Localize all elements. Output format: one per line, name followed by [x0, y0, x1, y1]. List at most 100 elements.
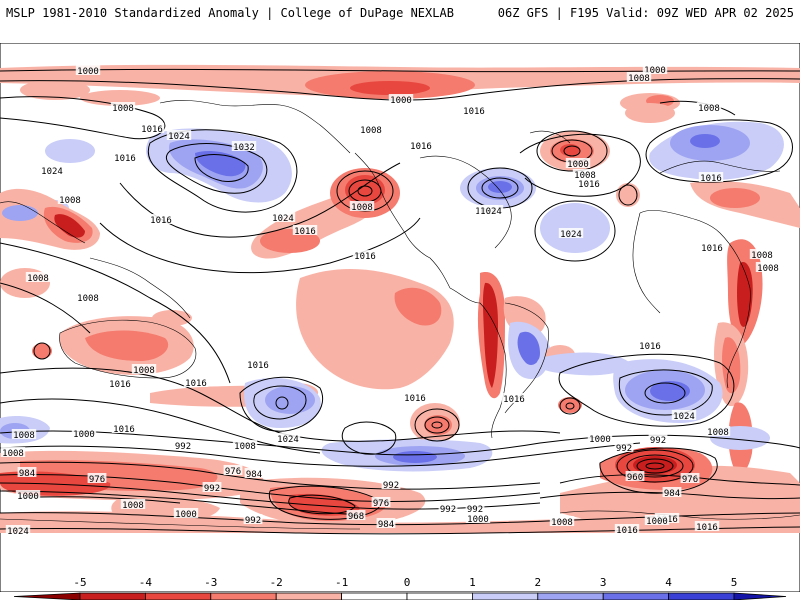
isobar-label: 1024 [41, 167, 63, 177]
isobar-label-bg [87, 473, 107, 483]
isobar-label: 976 [682, 475, 698, 485]
isobar-label: 1016 [463, 107, 485, 117]
isobar-label: 1024 [480, 207, 502, 217]
isobar-label: 1016 [354, 252, 376, 262]
isobar-label-bg [388, 94, 414, 104]
isobar-label-bg [576, 178, 602, 188]
isobar-label: 1016 [150, 216, 172, 226]
isobar-label: 1008 [59, 196, 81, 206]
isobar-label-bg [232, 440, 258, 450]
isobar-label-bg [408, 140, 434, 150]
isobar-label-bg [349, 201, 375, 211]
isobar-label-bg [478, 205, 504, 215]
isobar-label-bg [270, 212, 296, 222]
isobar-label-bg [0, 447, 26, 457]
colorbar-tick-label: -5 [73, 576, 86, 589]
isobar-label: 1016 [696, 523, 718, 533]
isobar-label: 1000 [467, 515, 489, 525]
colorbar-segment [406, 592, 473, 600]
isobar-label: 968 [348, 512, 364, 522]
isobar-label: 1008 [574, 171, 596, 181]
isobar-label-bg [173, 508, 199, 518]
isobar-label-bg [438, 503, 458, 513]
isobar-label: 1008 [13, 431, 35, 441]
isobar-label-bg [637, 340, 663, 350]
isobar-label-bg [644, 515, 670, 525]
isobar-label-bg [699, 242, 725, 252]
isobar-label: 1000 [175, 510, 197, 520]
isobar-label-bg [614, 524, 640, 534]
isobar-label: 1016 [404, 394, 426, 404]
isobar-label: 1000 [589, 435, 611, 445]
isobar-label: 992 [616, 444, 632, 454]
isobar-label: 1008 [360, 126, 382, 136]
isobar-label: 992 [440, 505, 456, 515]
isobar-label-bg [223, 465, 243, 475]
isobar-label-bg [465, 503, 485, 513]
isobar-label: 1008 [112, 104, 134, 114]
isobar-label-bg [243, 514, 263, 524]
isobar-label: 1024 [277, 435, 299, 445]
colorbar-tick-label: 0 [404, 576, 411, 589]
isobar-label: 992 [383, 481, 399, 491]
colorbar-segment [341, 592, 408, 600]
isobar-label-bg [244, 468, 264, 478]
isobar-label-bg [166, 130, 192, 140]
isobar-label: 1008 [351, 203, 373, 213]
colorbar-segment [668, 592, 735, 600]
colorbar-tick-label: 1 [469, 576, 476, 589]
isobar-label: 1000 [644, 66, 666, 76]
isobar-label-bg [111, 423, 137, 433]
isobar-label: 1024 [168, 132, 190, 142]
colorbar-tick-label: 4 [665, 576, 672, 589]
colorbar-tick-label: -4 [139, 576, 153, 589]
isobar-label-bg [465, 513, 491, 523]
isobar-label-bg [231, 141, 257, 151]
isobar-label-bg [275, 433, 301, 443]
isobar-label-bg [549, 516, 575, 526]
isobar-label-bg [17, 467, 37, 477]
isobar-label: 1016 [578, 180, 600, 190]
isobar-label-bg [402, 392, 428, 402]
model-run-info: 06Z GFS | F195 Valid: 09Z WED APR 02 202… [497, 6, 794, 20]
isobar-label: 1024 [673, 412, 695, 422]
isobar-label: 1016 [616, 526, 638, 536]
isobar-label-bg [15, 490, 41, 500]
colorbar-segment [13, 592, 81, 600]
isobar-label: 1008 [122, 501, 144, 511]
isobar-label-bg [755, 262, 781, 272]
isobar-label-bg [39, 165, 65, 175]
colorbar-segment [471, 592, 539, 600]
isobar-label-bg [202, 482, 222, 492]
isobar-label: 1008 [551, 518, 573, 528]
isobar-label-bg [75, 292, 101, 302]
isobar-label: 1008 [234, 442, 256, 452]
isobar-label: 1016 [113, 425, 135, 435]
isobar-label-bg [5, 525, 31, 535]
isobar-label-bg [625, 471, 645, 481]
colorbar-segment [144, 592, 212, 600]
isobar-label-bg [626, 72, 652, 82]
isobar-label: 976 [225, 467, 241, 477]
colorbar-tick-label: -3 [204, 576, 217, 589]
isobar-label: 1008 [133, 366, 155, 376]
isobar-label-bg [696, 102, 722, 112]
colorbar-tick-label: 2 [534, 576, 541, 589]
isobar-label: 984 [246, 470, 262, 480]
isobar-label: 992 [175, 442, 191, 452]
isobar-label-bg [698, 172, 724, 182]
map-title: MSLP 1981-2010 Standardized Anomaly | Co… [6, 6, 454, 20]
isobar-label: 1000 [390, 96, 412, 106]
isobar-label: 1008 [77, 294, 99, 304]
isobar-label: 1016 [141, 125, 163, 135]
isobar-label-bg [694, 521, 720, 531]
isobar-label-bg [565, 158, 591, 168]
isobar-label-bg [614, 442, 634, 452]
isobar-label: 1008 [628, 74, 650, 84]
isobar-label: 1016 [639, 342, 661, 352]
isobar-label: 984 [664, 489, 680, 499]
isobar-label: 992 [204, 484, 220, 494]
isobar-label-bg [131, 364, 157, 374]
